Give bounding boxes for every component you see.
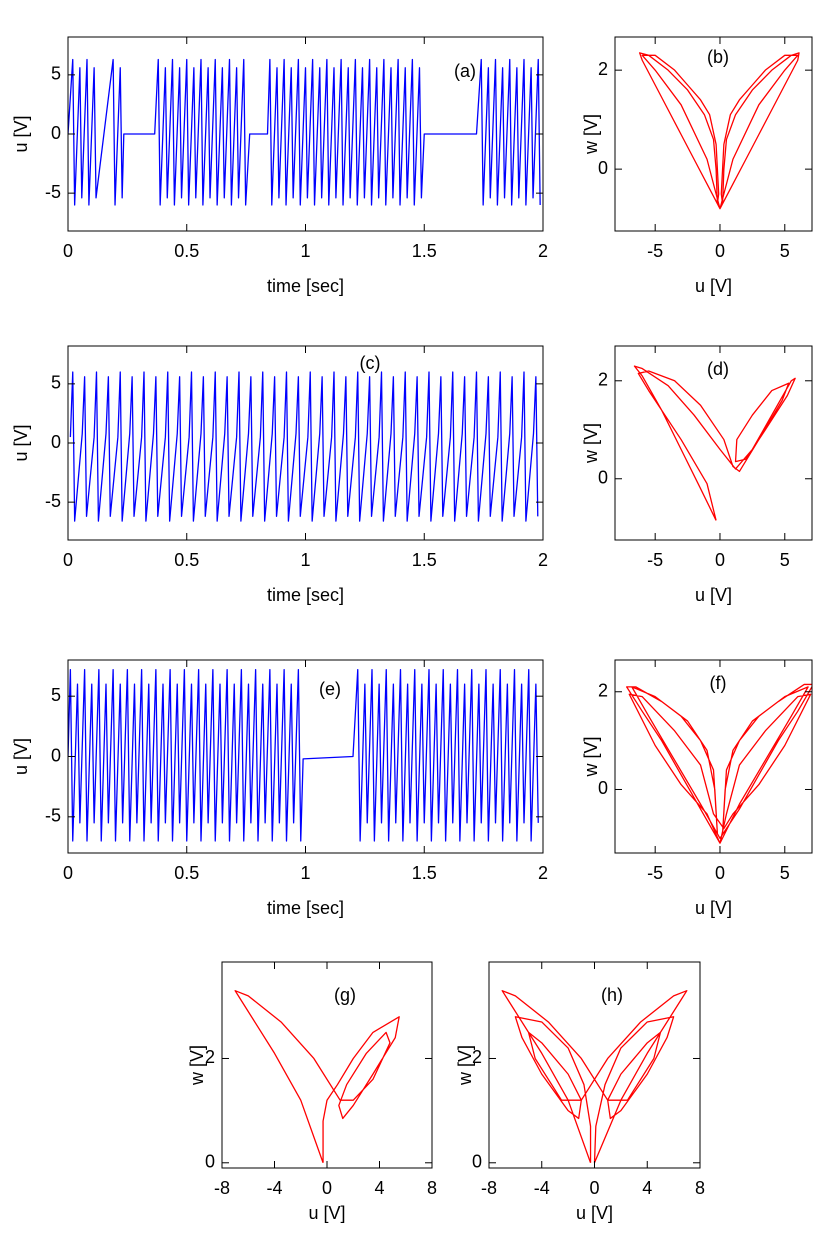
x-tick-label: 8 — [695, 1178, 705, 1198]
panel-label: (f) — [710, 673, 727, 693]
y-axis-label: u [V] — [11, 115, 31, 152]
y-axis-label: u [V] — [11, 424, 31, 461]
x-tick-label: 1.5 — [412, 863, 437, 883]
y-tick-label: 5 — [51, 685, 61, 705]
x-axis-label: u [V] — [695, 276, 732, 296]
y-tick-label: 0 — [205, 1152, 215, 1172]
plot-frame — [221, 961, 433, 1169]
y-tick-label: 2 — [472, 1047, 482, 1067]
data-line — [234, 990, 400, 1164]
x-tick-label: 0 — [63, 241, 73, 261]
plot-frame — [488, 961, 701, 1169]
y-axis-label: w [V] — [581, 423, 601, 464]
x-tick-label: -4 — [266, 1178, 282, 1198]
x-tick-label: 0.5 — [174, 550, 199, 570]
x-tick-label: -8 — [214, 1178, 230, 1198]
y-axis-label: u [V] — [11, 738, 31, 775]
x-tick-label: -8 — [481, 1178, 497, 1198]
y-tick-label: 0 — [51, 745, 61, 765]
y-axis-label: w [V] — [581, 114, 601, 155]
x-tick-label: 1.5 — [412, 550, 437, 570]
y-tick-label: 0 — [51, 432, 61, 452]
plot-frame — [614, 345, 813, 541]
y-tick-label: -5 — [45, 491, 61, 511]
y-axis-label: w [V] — [187, 1045, 207, 1086]
panel-label: (d) — [707, 359, 729, 379]
x-axis-label: time [sec] — [267, 276, 344, 296]
x-axis-label: time [sec] — [267, 898, 344, 918]
y-tick-label: 0 — [598, 468, 608, 488]
x-tick-label: 0 — [322, 1178, 332, 1198]
x-axis-label: u [V] — [695, 898, 732, 918]
x-tick-label: -5 — [647, 863, 663, 883]
y-axis-label: w [V] — [581, 736, 601, 777]
y-tick-label: -5 — [45, 182, 61, 202]
plot-frame — [67, 345, 544, 541]
x-tick-label: 1 — [300, 241, 310, 261]
y-tick-label: 5 — [51, 64, 61, 84]
x-tick-label: 8 — [427, 1178, 437, 1198]
x-axis-label: u [V] — [308, 1203, 345, 1223]
x-tick-label: 2 — [538, 241, 548, 261]
panel-label: (e) — [319, 679, 341, 699]
x-tick-label: 2 — [538, 863, 548, 883]
x-tick-label: 1 — [300, 550, 310, 570]
x-axis-label: u [V] — [576, 1203, 613, 1223]
y-tick-label: 2 — [598, 370, 608, 390]
y-tick-label: 5 — [51, 373, 61, 393]
data-line — [68, 669, 539, 842]
panel-label: (a) — [454, 61, 476, 81]
plot-frame — [614, 659, 813, 854]
x-tick-label: 0 — [715, 241, 725, 261]
x-tick-label: -5 — [647, 241, 663, 261]
panel-label: (h) — [601, 985, 623, 1005]
x-tick-label: 5 — [780, 241, 790, 261]
data-line — [68, 58, 541, 206]
y-tick-label: 0 — [598, 158, 608, 178]
x-tick-label: 0 — [589, 1178, 599, 1198]
y-tick-label: 0 — [598, 778, 608, 798]
data-line — [638, 52, 800, 210]
y-tick-label: -5 — [45, 806, 61, 826]
data-line — [626, 683, 812, 844]
x-tick-label: 5 — [780, 550, 790, 570]
data-line — [633, 365, 796, 521]
x-tick-label: 1 — [300, 863, 310, 883]
panel-label: (b) — [707, 47, 729, 67]
y-tick-label: 2 — [598, 59, 608, 79]
x-axis-label: time [sec] — [267, 585, 344, 605]
x-tick-label: 4 — [374, 1178, 384, 1198]
x-axis-label: u [V] — [695, 585, 732, 605]
x-tick-label: 0 — [63, 550, 73, 570]
panel-label: (g) — [334, 985, 356, 1005]
x-tick-label: 0 — [63, 863, 73, 883]
panel-label: (c) — [360, 353, 381, 373]
data-line — [501, 990, 688, 1164]
x-tick-label: 0.5 — [174, 863, 199, 883]
x-tick-label: 2 — [538, 550, 548, 570]
y-tick-label: 2 — [205, 1047, 215, 1067]
x-tick-label: 0 — [715, 863, 725, 883]
x-tick-label: 1.5 — [412, 241, 437, 261]
x-tick-label: 0 — [715, 550, 725, 570]
x-tick-label: 4 — [642, 1178, 652, 1198]
x-tick-label: -5 — [647, 550, 663, 570]
y-tick-label: 0 — [51, 123, 61, 143]
y-tick-label: 2 — [598, 681, 608, 701]
x-tick-label: 0.5 — [174, 241, 199, 261]
data-line — [69, 371, 539, 522]
plot-frame — [614, 36, 813, 232]
y-tick-label: 0 — [472, 1152, 482, 1172]
x-tick-label: -4 — [534, 1178, 550, 1198]
x-tick-label: 5 — [780, 863, 790, 883]
y-axis-label: w [V] — [455, 1045, 475, 1086]
